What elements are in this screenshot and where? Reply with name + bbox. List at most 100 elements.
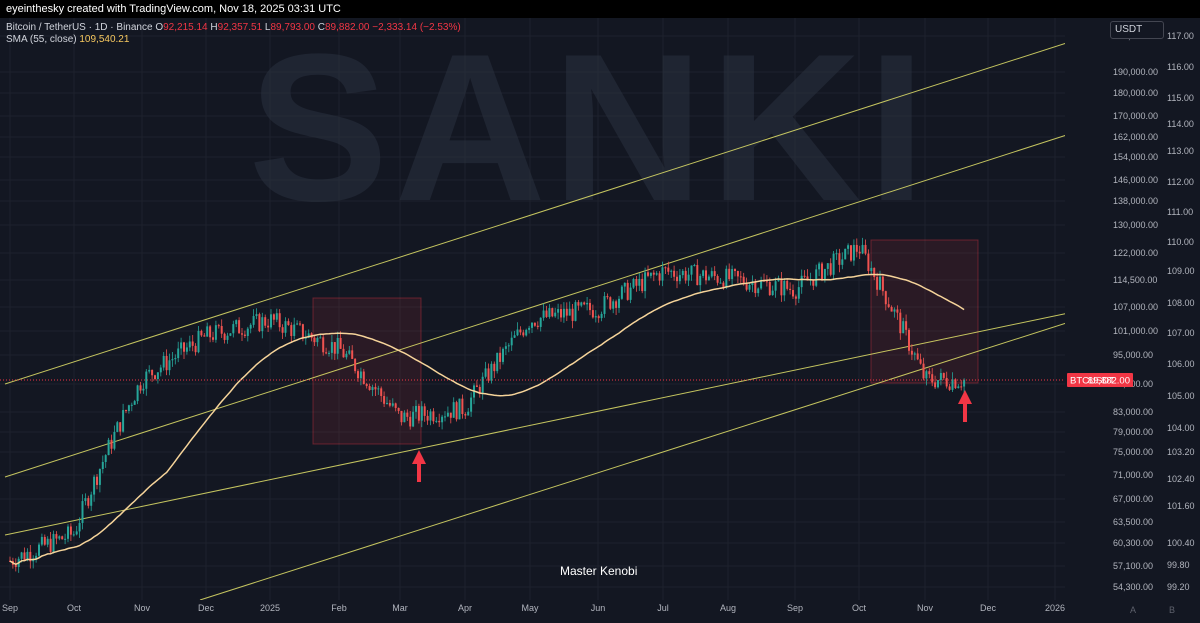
up-arrow-mar: [412, 450, 426, 482]
candle-body: [591, 310, 594, 318]
candle-body: [206, 326, 209, 337]
candle-body: [444, 416, 446, 418]
sma-label[interactable]: SMA (55, close): [6, 34, 77, 45]
channel-line: [4, 304, 1108, 536]
candle-body: [258, 314, 261, 332]
chart-caption-bar: eyeinthesky created with TradingView.com…: [0, 0, 1200, 18]
candle-body: [394, 403, 397, 408]
candle-body: [519, 329, 522, 333]
price-tick-label: 67,000.00: [1113, 494, 1153, 504]
candle-body: [180, 342, 183, 349]
candle-body: [539, 317, 542, 327]
candle-body: [560, 309, 562, 318]
candle-body: [525, 329, 528, 336]
candle-body: [281, 327, 284, 333]
candle-body: [14, 564, 17, 568]
candle-body: [713, 271, 716, 277]
candle-body: [774, 281, 777, 291]
candle-body: [52, 534, 55, 552]
candle-body: [429, 411, 432, 421]
candle-body: [287, 321, 290, 326]
candle-body: [855, 244, 858, 252]
candle-body: [916, 353, 919, 360]
time-tick-label: Nov: [134, 603, 151, 613]
candle-body: [339, 337, 342, 349]
candle-body: [93, 476, 96, 495]
candle-body: [458, 398, 461, 420]
candle-body: [545, 310, 548, 317]
symbol-name[interactable]: Bitcoin / TetherUS · 1D · Binance: [6, 22, 153, 33]
candle-body: [107, 439, 110, 456]
secondary-tick-label: 113.00: [1167, 146, 1194, 156]
candle-body: [835, 253, 838, 255]
candle-body: [342, 348, 345, 358]
candle-body: [731, 269, 734, 280]
candle-body: [734, 269, 736, 272]
candle-body: [487, 368, 490, 381]
price-tick-label: 138,000.00: [1113, 196, 1158, 206]
candle-body: [794, 296, 797, 299]
time-axis[interactable]: [0, 600, 1200, 623]
candle-body: [139, 385, 142, 391]
candle-body: [214, 325, 217, 340]
candle-body: [270, 314, 272, 328]
candle-body: [951, 379, 954, 390]
candle-body: [229, 333, 232, 336]
highlight-box-feb-mar: [312, 297, 422, 445]
candle-body: [823, 268, 826, 280]
price-tick-label: 180,000.00: [1113, 88, 1158, 98]
log-scale-icon[interactable]: B: [1169, 605, 1175, 615]
candle-body: [336, 337, 339, 354]
price-tick-label: 107,000.00: [1113, 302, 1158, 312]
sma-line: [9, 273, 965, 566]
candle-body: [449, 412, 452, 418]
candle-body: [417, 405, 420, 421]
candle-body: [452, 402, 455, 418]
secondary-tick-label: 99.80: [1167, 560, 1190, 570]
candle-body: [655, 273, 658, 275]
candle-body: [304, 337, 307, 339]
secondary-tick-label: 112.00: [1167, 177, 1194, 187]
time-tick-label: Feb: [331, 603, 347, 613]
candle-body: [725, 268, 728, 288]
currency-selector-button[interactable]: USDT: [1110, 21, 1164, 39]
auto-scale-icon[interactable]: A: [1130, 605, 1136, 615]
price-axis[interactable]: [1065, 18, 1200, 603]
candle-body: [612, 301, 615, 309]
price-tick-label: 57,100.00: [1113, 561, 1153, 571]
candle-body: [522, 332, 525, 336]
time-tick-label: May: [521, 603, 539, 613]
candle-body: [681, 270, 684, 276]
candle-body: [638, 278, 641, 286]
candle-body: [481, 376, 484, 394]
candle-body: [78, 522, 81, 532]
candle-body: [475, 385, 478, 387]
candle-body: [876, 277, 879, 290]
candle-body: [307, 333, 310, 338]
candle-body: [391, 403, 394, 406]
candle-body: [792, 290, 794, 297]
candle-body: [122, 410, 125, 432]
candle-body: [203, 335, 206, 337]
candle-body: [136, 385, 139, 402]
candle-body: [507, 345, 510, 347]
candle-body: [705, 270, 707, 281]
candle-body: [212, 337, 214, 340]
candle-body: [64, 538, 67, 540]
price-tick-label: 122,000.00: [1113, 248, 1158, 258]
candle-body: [673, 270, 676, 277]
candle-body: [647, 272, 649, 276]
candle-body: [925, 371, 928, 379]
candle-body: [232, 324, 235, 334]
candle-body: [722, 282, 725, 288]
time-tick-label: Nov: [917, 603, 934, 613]
candle-body: [815, 269, 818, 286]
candle-body: [867, 253, 870, 272]
time-tick-label: Jun: [591, 603, 606, 613]
price-chart[interactable]: SANKI 200,000.00190,000.00180,000.00170,…: [0, 18, 1200, 623]
candle-body: [768, 282, 771, 296]
candle-body: [699, 275, 702, 286]
candle-body: [386, 402, 388, 404]
candle-body: [589, 302, 591, 311]
candle-body: [238, 320, 241, 334]
